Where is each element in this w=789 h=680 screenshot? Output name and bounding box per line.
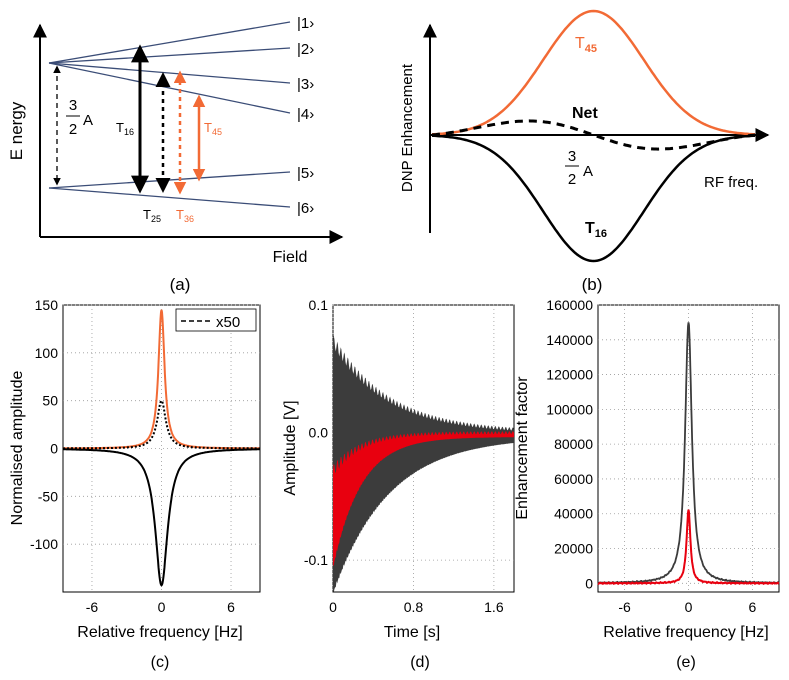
ticks-d: 0 0.8 1.6 0.1 0.0 -0.1	[304, 297, 504, 615]
frac-a-den: 2	[69, 121, 77, 138]
t45-label-b: T45	[575, 35, 597, 55]
dark-envelope-area	[333, 335, 514, 593]
y-tick-label: 160000	[546, 297, 593, 313]
plot-frame-e	[597, 304, 780, 593]
x-tick-label: 1.6	[484, 599, 504, 615]
dnp-label: DNP Enhancement	[399, 63, 416, 192]
x-tick-label: 6	[748, 599, 756, 615]
level-label-2: |2›	[297, 41, 314, 58]
panel-a-energy-diagram: E nergy Field |1› |2› |3› |4› |5› |6› 3 …	[7, 15, 344, 294]
y-tick-label: 150	[35, 297, 59, 313]
level-labels: |1› |2› |3› |4› |5› |6›	[297, 15, 314, 217]
x-tick-label: 6	[227, 599, 235, 615]
level-line-6	[48, 187, 291, 208]
level-line-4	[48, 62, 291, 114]
frac-a-sym: A	[83, 112, 93, 129]
panel-c-chart: -6 0 6 150 100 50 0 -50 -100 x50 Normalised ampl…	[9, 297, 261, 671]
xlabel-d: Time [s]	[384, 624, 440, 641]
panel-d-chart: 0 0.8 1.6 0.1 0.0 -0.1 Amplitude [V] Time [s]…	[282, 297, 515, 671]
y-tick-label: 0	[585, 575, 593, 591]
t16-curve	[431, 134, 756, 263]
y-tick-label: 0	[50, 441, 58, 457]
xlabel-e: Relative frequency [Hz]	[603, 624, 768, 641]
caption-c: (c)	[151, 654, 170, 671]
rf-label: RF freq.	[704, 174, 758, 191]
frac-b-num: 3	[568, 148, 576, 165]
ticks-e: -6 0 6 160000 140000 120000 100000 80000 60000 40…	[546, 297, 756, 615]
level-line-3	[48, 62, 291, 84]
series-red-line	[597, 509, 780, 586]
frac-b-sym: A	[583, 163, 593, 180]
ticks-c: -6 0 6 150 100 50 0 -50 -100	[30, 297, 235, 615]
y-tick-label: 0.1	[309, 297, 329, 313]
y-tick-label: -100	[30, 536, 58, 552]
t25-label-a: T25	[143, 207, 161, 224]
legend-box	[175, 308, 257, 332]
t16-label-b: T16	[585, 220, 607, 240]
level-label-5: |5›	[297, 165, 314, 182]
level-label-4: |4›	[297, 106, 314, 123]
caption-b: (b)	[582, 275, 603, 294]
caption-e: (e)	[676, 654, 696, 671]
frac-b-den: 2	[568, 171, 576, 188]
level-label-3: |3›	[297, 76, 314, 93]
y-tick-label: -0.1	[304, 552, 328, 568]
panel-e-chart: -6 0 6 160000 140000 120000 100000 80000 60000 40…	[514, 297, 780, 671]
x-tick-label: -6	[618, 599, 631, 615]
y-tick-label: -50	[38, 488, 58, 504]
y-tick-label: 40000	[554, 506, 593, 522]
y-tick-label: 60000	[554, 471, 593, 487]
ylabel-d: Amplitude [V]	[282, 400, 299, 495]
y-tick-label: 0.0	[309, 425, 329, 441]
t45-curve	[431, 9, 756, 136]
level-label-6: |6›	[297, 200, 314, 217]
level-label-1: |1›	[297, 15, 314, 32]
level-line-2	[48, 47, 291, 64]
y-tick-label: 120000	[546, 367, 593, 383]
caption-a: (a)	[170, 275, 191, 294]
y-tick-label: 20000	[554, 541, 593, 557]
net-label: Net	[572, 105, 598, 122]
t16-label-a: T16	[116, 120, 134, 137]
xlabel-c: Relative frequency [Hz]	[77, 624, 242, 641]
x-tick-label: 0	[329, 599, 337, 615]
frac-a-num: 3	[69, 97, 77, 114]
field-label: Field	[273, 249, 308, 266]
x-tick-label: 0	[685, 599, 693, 615]
ylabel-e: Enhancement factor	[514, 376, 531, 520]
ylabel-c: Normalised amplitude	[9, 371, 26, 526]
y-tick-label: 140000	[546, 332, 593, 348]
x-tick-label: 0	[158, 599, 166, 615]
t45-label-a: T45	[204, 120, 222, 137]
panel-b-dnp-schematic: DNP Enhancement T45 Net 3 2 A RF freq. T…	[399, 9, 770, 294]
grid-e	[598, 304, 779, 592]
level-line-5	[48, 171, 291, 189]
caption-d: (d)	[410, 654, 430, 671]
energy-label: E nergy	[7, 101, 26, 160]
x-tick-label: 0.8	[404, 599, 424, 615]
legend-label: x50	[216, 314, 240, 331]
y-tick-label: 50	[42, 393, 58, 409]
x-tick-label: -6	[86, 599, 99, 615]
y-tick-label: 100	[35, 345, 59, 361]
series-dotted-line	[63, 399, 260, 450]
level-line-1	[48, 21, 291, 64]
series-black-line	[63, 448, 260, 587]
y-tick-label: 100000	[546, 401, 593, 417]
t36-label-a: T36	[176, 207, 194, 224]
y-tick-label: 80000	[554, 436, 593, 452]
